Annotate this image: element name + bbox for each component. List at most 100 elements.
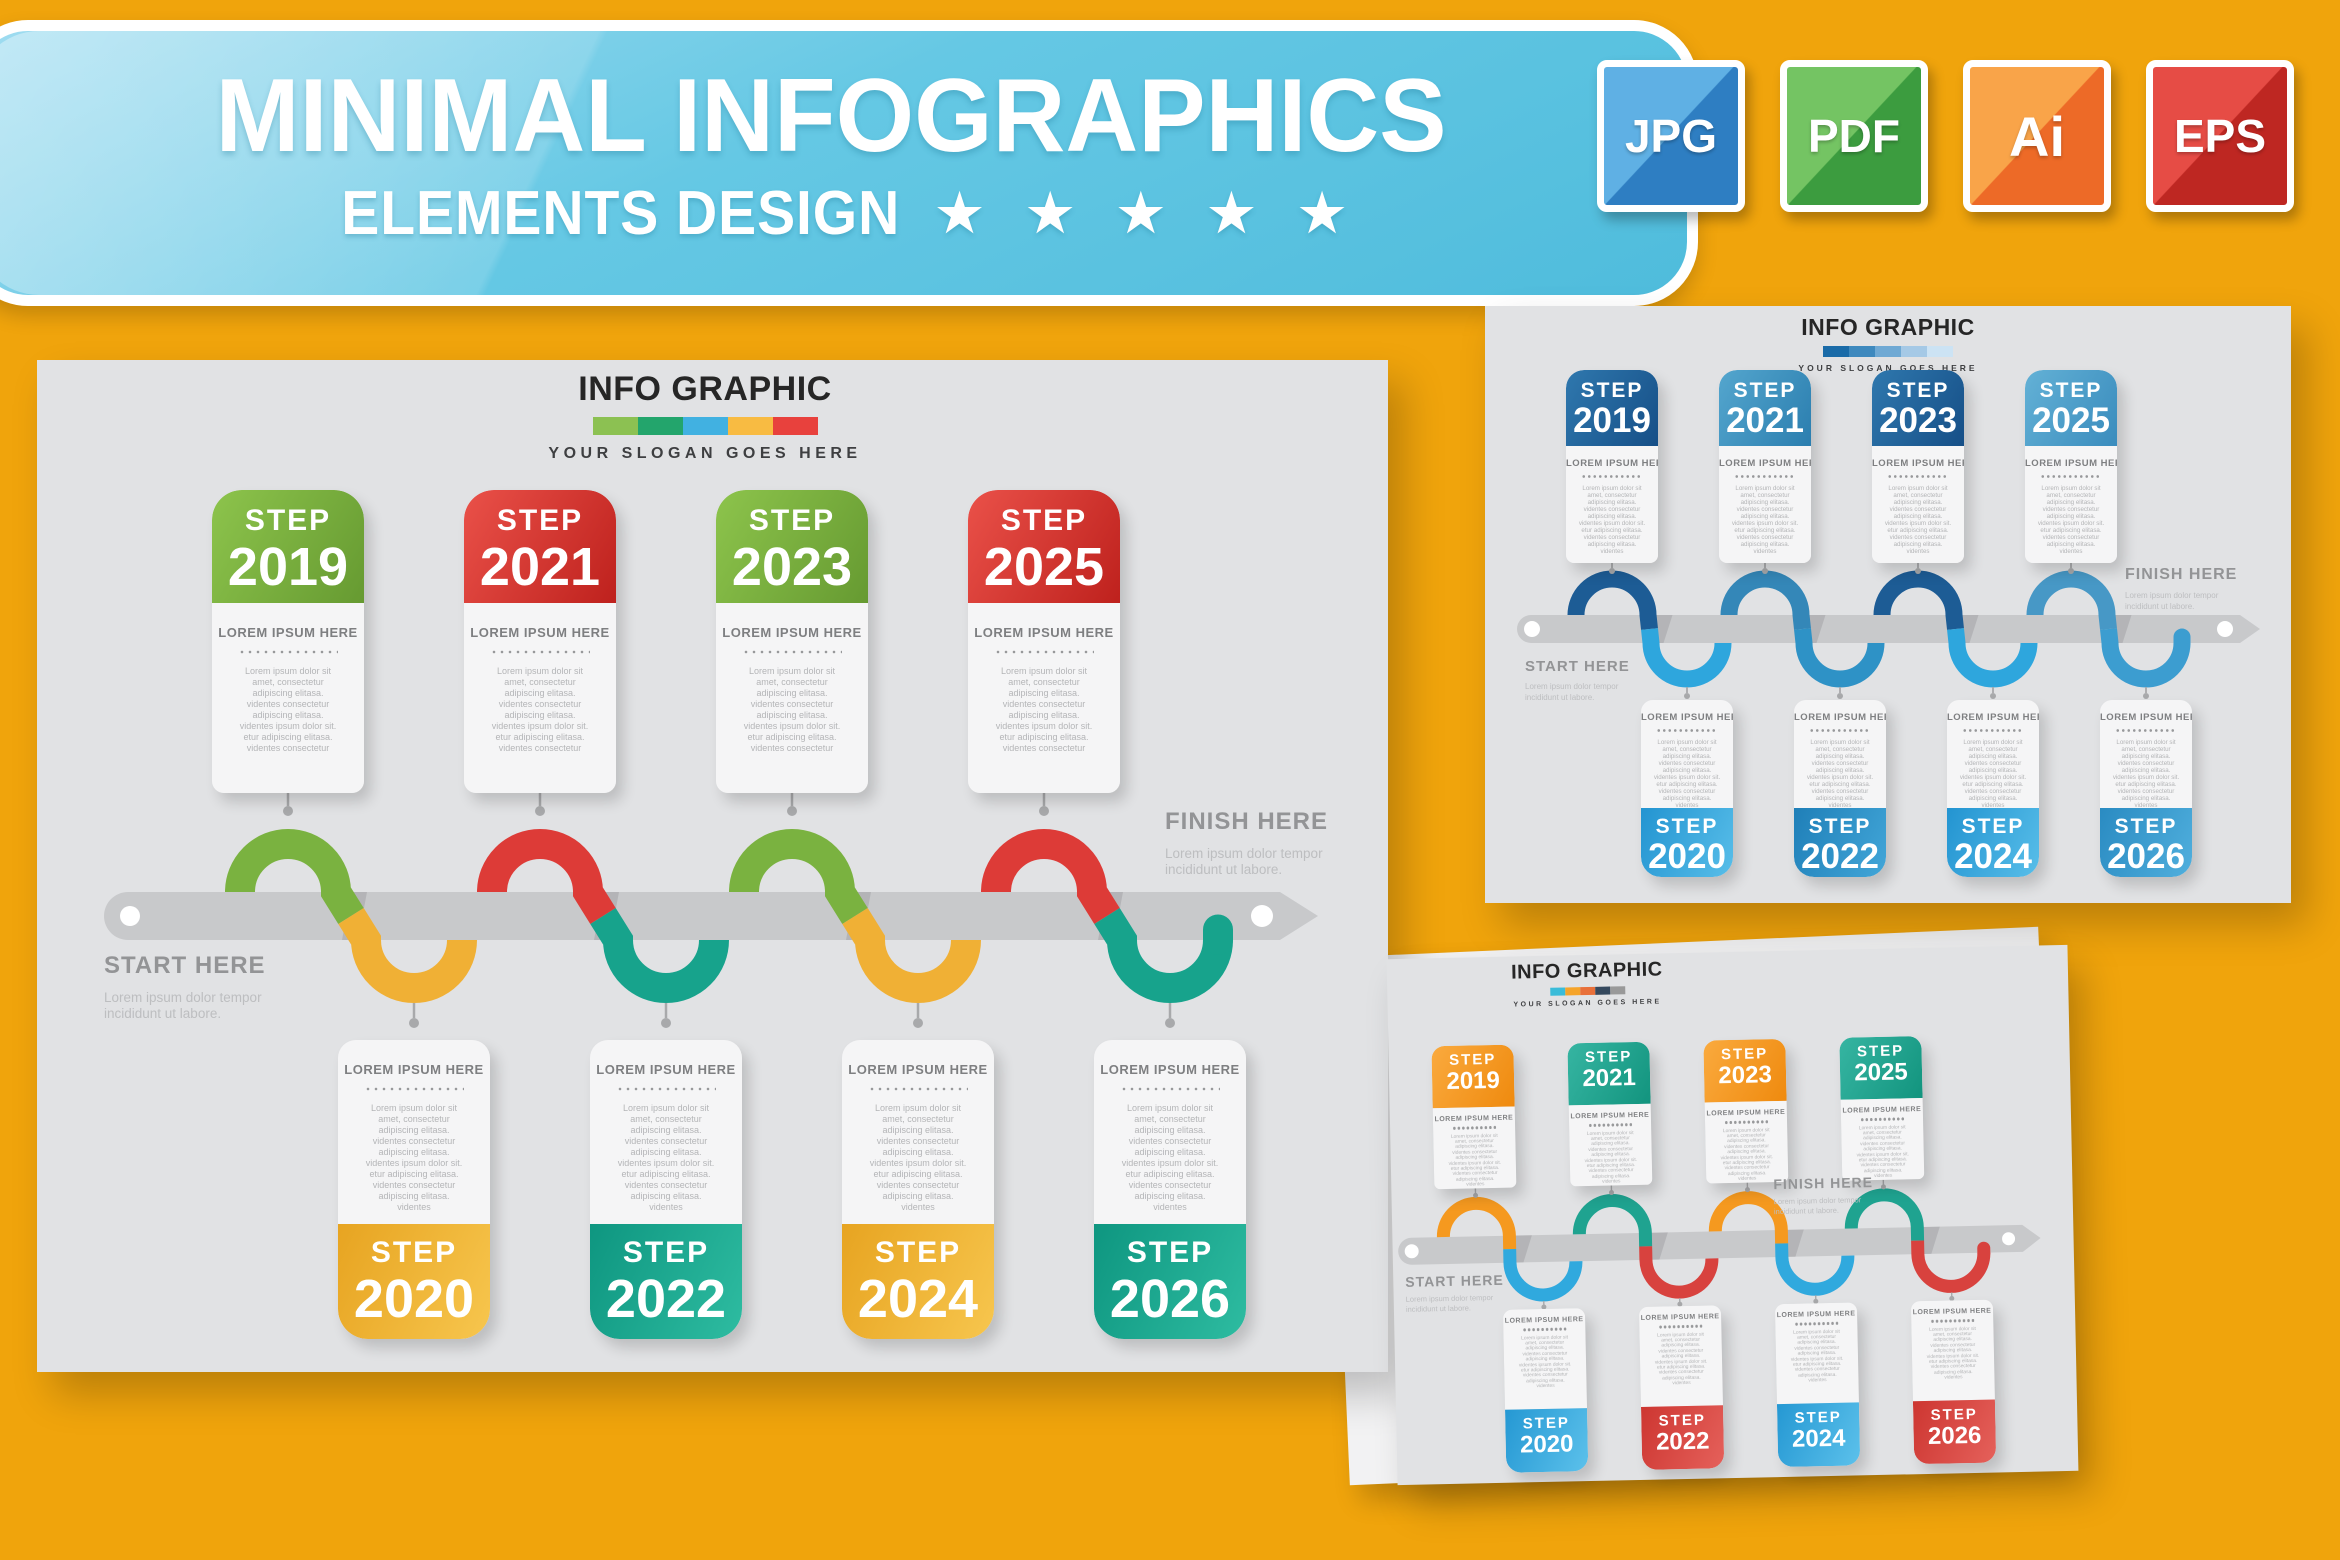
dotted-separator (868, 1087, 968, 1091)
lorem-line: videntes (1753, 548, 1777, 555)
lorem-line: videntes (1600, 548, 1624, 555)
card-lorem-text: Lorem ipsum dolor sit amet, consectetur ad… (968, 666, 1120, 754)
card-lorem-text: Lorem ipsum dolor sit amet, consectetur ad… (1641, 739, 1733, 808)
timeline-wave-arc-top (729, 829, 868, 924)
lorem-line: videntes ipsum dolor sit. (743, 721, 841, 731)
connector-dot (1915, 568, 1921, 574)
lorem-line: videntes (1675, 802, 1699, 808)
step-card-bottom: LOREM IPSUM HERE Lorem ipsum dolor sitame… (1641, 700, 1733, 877)
lorem-line: adipiscing elitasa. (252, 688, 324, 698)
connector-dot (1609, 568, 1615, 574)
card-title: LOREM IPSUM HERE (1640, 1313, 1720, 1322)
lorem-line: Lorem ipsum dolor sit (1126, 1103, 1214, 1113)
connector-dot (1990, 693, 1996, 699)
lorem-line: Lorem ipsum dolor sit (1735, 485, 1795, 492)
caption-text: Lorem ipsum dolor tempor incididunt ut la… (1406, 1293, 1505, 1315)
connector-dot (1165, 1018, 1175, 1028)
start-here-label: START HERE (1525, 658, 1630, 675)
card-title: LOREM IPSUM HERE (1706, 1108, 1786, 1118)
lorem-line: adipiscing elitasa. (1587, 541, 1637, 548)
lorem-line: adipiscing elitasa. (378, 1147, 450, 1157)
step-card-bottom: LOREM IPSUM HERE Lorem ipsum dolor sitame… (2100, 700, 2192, 877)
step-year: 2026 (2107, 837, 2185, 877)
lorem-line: adipiscing elitasa. (1008, 688, 1080, 698)
lorem-line: adipiscing elitasa. (1662, 767, 1712, 774)
panel-title: INFO GRAPHIC (1801, 314, 1975, 340)
lorem-line: etur adipiscing elitasa. (1809, 781, 1871, 788)
lorem-line: videntes (1808, 1378, 1827, 1384)
card-lorem-text: Lorem ipsum dolor sit amet, consectetur ad… (1566, 485, 1658, 555)
dotted-separator (1930, 1318, 1975, 1323)
lorem-line: Lorem ipsum dolor sit (622, 1103, 710, 1113)
connector-dot (787, 806, 797, 816)
dotted-separator (1887, 475, 1949, 478)
timeline-wave-arc-bottom (1911, 1240, 1991, 1293)
lorem-line: videntes ipsum dolor sit. (617, 1158, 715, 1168)
lorem-line: videntes consectetur (1964, 788, 2022, 795)
lorem-line: adipiscing elitasa. (2046, 513, 2096, 520)
card-title: LOREM IPSUM HERE (1912, 1307, 1992, 1317)
lorem-line: etur adipiscing elitasa. (747, 732, 837, 742)
caption-text: Lorem ipsum dolor tempor incididunt ut la… (1525, 681, 1630, 703)
lorem-line: videntes consectetur (1736, 534, 1794, 541)
step-card-footer: STEP 2022 (590, 1224, 742, 1339)
step-label: STEP (1000, 504, 1088, 537)
timeline-bar (1517, 615, 2260, 643)
caption-line: Lorem ipsum dolor tempor (1525, 682, 1619, 691)
lorem-line: videntes (1672, 1381, 1691, 1387)
lorem-line: Lorem ipsum dolor sit (1657, 739, 1717, 746)
step-label: STEP (1808, 815, 1872, 838)
palette-segment (1823, 346, 1849, 357)
step-card-header: STEP 2021 (1719, 370, 1811, 446)
lorem-line: etur adipiscing elitasa. (1887, 527, 1949, 534)
panel-header: INFO GRAPHIC YOUR SLOGAN GOES HERE (495, 370, 915, 463)
step-card-body: LOREM IPSUM HERE Lorem ipsum dolor sitame… (1719, 446, 1811, 563)
connector-dot (1744, 1187, 1750, 1193)
timeline-wave-arc-top (1436, 1196, 1517, 1250)
card-lorem-text: Lorem ipsum dolor sit amet, consectetur ad… (338, 1103, 490, 1213)
lorem-line: adipiscing elitasa. (1740, 541, 1790, 548)
dotted-separator (1581, 475, 1643, 478)
lorem-line: adipiscing elitasa. (1587, 513, 1637, 520)
step-card-body: LOREM IPSUM HERE Lorem ipsum dolor sitame… (1872, 446, 1964, 563)
timeline-graphic (1398, 1179, 2041, 1310)
lorem-line: Lorem ipsum dolor sit (1000, 666, 1088, 676)
lorem-line: adipiscing elitasa. (504, 710, 576, 720)
step-year: 2020 (1648, 837, 1726, 877)
step-card-header: STEP 2021 (464, 490, 616, 603)
palette-segment (637, 417, 683, 435)
dotted-separator (1962, 729, 2024, 732)
step-label: STEP (2114, 815, 2178, 838)
lorem-line: videntes (1466, 1182, 1485, 1188)
card-lorem-text: Lorem ipsum dolor sit amet, consectetur ad… (2025, 485, 2117, 555)
card-lorem-text: Lorem ipsum dolor sit amet, consectetur ad… (1911, 1326, 1994, 1382)
lorem-line: Lorem ipsum dolor sit (748, 666, 836, 676)
lorem-line: videntes ipsum dolor sit. (1121, 1158, 1219, 1168)
lorem-line: videntes ipsum dolor sit. (365, 1158, 463, 1168)
step-year: 2022 (1801, 837, 1879, 877)
lorem-line: etur adipiscing elitasa. (495, 732, 585, 742)
connector-dot (1039, 806, 1049, 816)
lorem-line: videntes consectetur (876, 1180, 960, 1190)
step-year: 2022 (1655, 1427, 1710, 1456)
palette-segment (1927, 346, 1953, 357)
timeline-start-dot (120, 906, 140, 926)
lorem-line: videntes ipsum dolor sit. (1578, 520, 1646, 527)
lorem-line: videntes consectetur (1811, 760, 1869, 767)
lorem-line: Lorem ipsum dolor sit (244, 666, 332, 676)
lorem-line: videntes consectetur (624, 1136, 708, 1146)
timeline-wave-arc-top (2026, 570, 2117, 630)
lorem-line: adipiscing elitasa. (630, 1125, 702, 1135)
caption-line: Lorem ipsum dolor tempor (1165, 846, 1323, 861)
lorem-line: adipiscing elitasa. (882, 1191, 954, 1201)
step-year: 2026 (1109, 1268, 1231, 1329)
lorem-line: adipiscing elitasa. (1968, 795, 2018, 802)
